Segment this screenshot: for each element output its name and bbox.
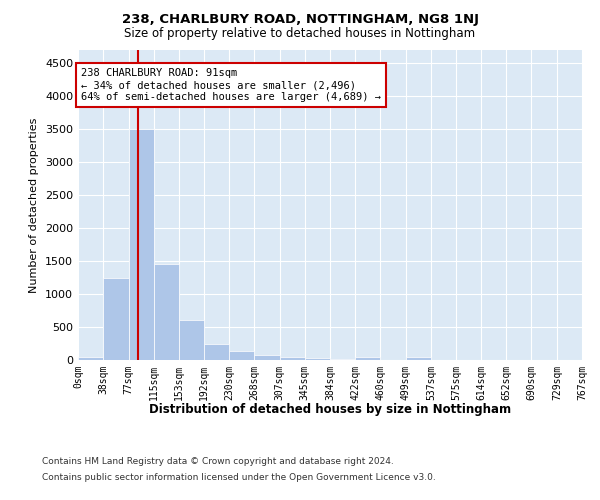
Bar (204, 344, 229, 360)
Text: Contains public sector information licensed under the Open Government Licence v3: Contains public sector information licen… (42, 472, 436, 482)
Text: 238 CHARLBURY ROAD: 91sqm
← 34% of detached houses are smaller (2,496)
64% of se: 238 CHARLBURY ROAD: 91sqm ← 34% of detac… (81, 68, 381, 102)
Bar (355, 356, 380, 360)
Bar (103, 278, 128, 360)
Bar (78, 356, 103, 360)
Text: Distribution of detached houses by size in Nottingham: Distribution of detached houses by size … (149, 402, 511, 415)
Bar (406, 356, 431, 360)
Y-axis label: Number of detached properties: Number of detached properties (29, 118, 40, 292)
Bar (280, 356, 305, 360)
Bar (305, 358, 331, 360)
Bar (331, 358, 355, 360)
Bar (179, 320, 204, 360)
Bar (154, 264, 179, 360)
Bar (229, 352, 254, 360)
Text: 238, CHARLBURY ROAD, NOTTINGHAM, NG8 1NJ: 238, CHARLBURY ROAD, NOTTINGHAM, NG8 1NJ (121, 12, 479, 26)
Text: Contains HM Land Registry data © Crown copyright and database right 2024.: Contains HM Land Registry data © Crown c… (42, 458, 394, 466)
Bar (128, 129, 154, 360)
Text: Size of property relative to detached houses in Nottingham: Size of property relative to detached ho… (124, 28, 476, 40)
Bar (254, 354, 280, 360)
